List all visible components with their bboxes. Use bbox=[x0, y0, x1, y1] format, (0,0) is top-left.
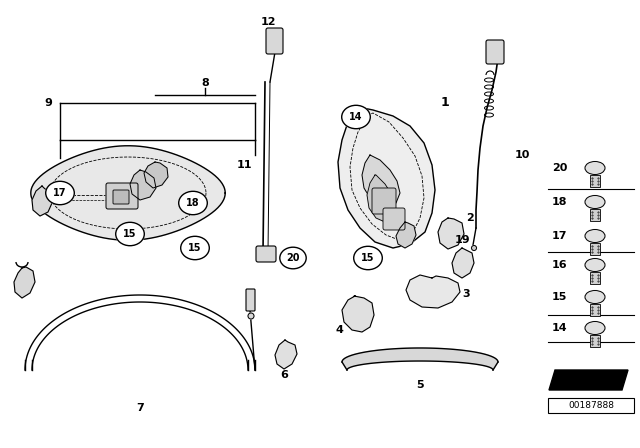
Polygon shape bbox=[275, 340, 297, 369]
Polygon shape bbox=[130, 170, 156, 200]
FancyBboxPatch shape bbox=[590, 243, 600, 255]
Text: 16: 16 bbox=[552, 260, 568, 270]
Ellipse shape bbox=[116, 222, 144, 246]
FancyBboxPatch shape bbox=[590, 175, 600, 187]
FancyBboxPatch shape bbox=[246, 289, 255, 311]
FancyBboxPatch shape bbox=[590, 335, 600, 347]
Text: 2: 2 bbox=[466, 213, 474, 223]
Polygon shape bbox=[549, 370, 628, 390]
Polygon shape bbox=[452, 248, 474, 278]
FancyBboxPatch shape bbox=[486, 40, 504, 64]
Text: 19: 19 bbox=[454, 235, 470, 245]
Ellipse shape bbox=[585, 258, 605, 271]
Text: 14: 14 bbox=[349, 112, 363, 122]
Polygon shape bbox=[342, 296, 374, 332]
Text: 12: 12 bbox=[260, 17, 276, 27]
Text: 00187888: 00187888 bbox=[568, 401, 614, 410]
FancyBboxPatch shape bbox=[590, 209, 600, 221]
Ellipse shape bbox=[585, 290, 605, 303]
Text: 4: 4 bbox=[335, 325, 343, 335]
FancyBboxPatch shape bbox=[548, 398, 634, 413]
FancyBboxPatch shape bbox=[590, 272, 600, 284]
Text: 18: 18 bbox=[186, 198, 200, 208]
Polygon shape bbox=[367, 175, 395, 222]
Ellipse shape bbox=[585, 322, 605, 335]
Text: 14: 14 bbox=[552, 323, 568, 333]
Text: 20: 20 bbox=[552, 163, 568, 173]
FancyBboxPatch shape bbox=[113, 190, 129, 204]
Text: 17: 17 bbox=[53, 188, 67, 198]
Ellipse shape bbox=[354, 246, 382, 270]
Text: 18: 18 bbox=[552, 197, 568, 207]
Ellipse shape bbox=[280, 247, 306, 269]
Polygon shape bbox=[396, 222, 416, 248]
Text: 11: 11 bbox=[237, 160, 252, 170]
FancyBboxPatch shape bbox=[383, 208, 405, 230]
Polygon shape bbox=[32, 186, 52, 216]
Ellipse shape bbox=[45, 181, 74, 205]
Text: 1: 1 bbox=[441, 96, 450, 109]
FancyBboxPatch shape bbox=[590, 304, 600, 316]
Ellipse shape bbox=[248, 313, 254, 319]
FancyBboxPatch shape bbox=[106, 183, 138, 209]
FancyBboxPatch shape bbox=[266, 28, 283, 54]
Text: 20: 20 bbox=[286, 253, 300, 263]
Text: 5: 5 bbox=[416, 380, 424, 390]
Polygon shape bbox=[338, 107, 435, 248]
Ellipse shape bbox=[585, 229, 605, 242]
Polygon shape bbox=[342, 348, 498, 370]
Ellipse shape bbox=[472, 246, 477, 250]
Text: 3: 3 bbox=[462, 289, 470, 299]
Polygon shape bbox=[31, 146, 225, 240]
Text: 17: 17 bbox=[552, 231, 568, 241]
FancyBboxPatch shape bbox=[372, 188, 396, 214]
FancyBboxPatch shape bbox=[256, 246, 276, 262]
Polygon shape bbox=[14, 267, 35, 298]
Polygon shape bbox=[144, 162, 168, 188]
Ellipse shape bbox=[342, 105, 371, 129]
Ellipse shape bbox=[585, 195, 605, 208]
Ellipse shape bbox=[585, 161, 605, 175]
Text: 15: 15 bbox=[188, 243, 202, 253]
Text: 7: 7 bbox=[136, 403, 144, 413]
Text: 9: 9 bbox=[44, 98, 52, 108]
Ellipse shape bbox=[179, 191, 207, 215]
Text: 15: 15 bbox=[552, 292, 568, 302]
Text: 10: 10 bbox=[515, 150, 531, 160]
Polygon shape bbox=[438, 218, 464, 249]
Ellipse shape bbox=[180, 236, 209, 260]
Text: 6: 6 bbox=[280, 370, 288, 380]
Text: 15: 15 bbox=[124, 229, 137, 239]
Text: 15: 15 bbox=[361, 253, 375, 263]
Polygon shape bbox=[362, 155, 400, 207]
Text: 8: 8 bbox=[201, 78, 209, 88]
Polygon shape bbox=[406, 275, 460, 308]
